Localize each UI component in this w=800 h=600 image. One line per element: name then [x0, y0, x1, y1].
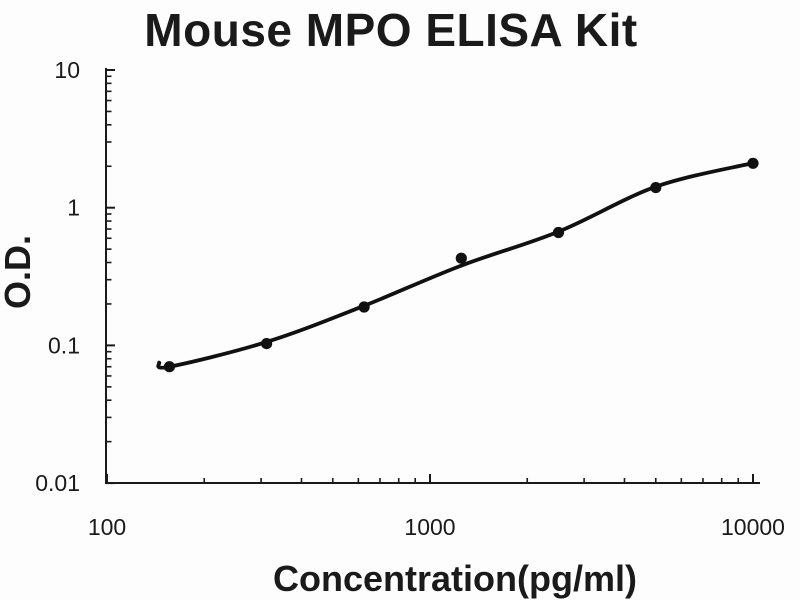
- data-point-marker: [261, 338, 273, 350]
- y-tick-label: 10: [54, 57, 80, 83]
- fit-curve-layer: [156, 161, 755, 370]
- data-point-layer: [163, 157, 759, 373]
- fit-curve-path: [156, 161, 755, 370]
- data-point-marker: [455, 252, 467, 264]
- x-tick-label: 10000: [721, 514, 785, 540]
- x-tick-label: 1000: [404, 514, 455, 540]
- data-point-marker: [358, 301, 370, 313]
- y-tick-label: 1: [67, 195, 80, 221]
- chart-title: Mouse MPO ELISA Kit: [144, 4, 637, 56]
- y-tick-label: 0.1: [48, 332, 80, 358]
- data-point-marker: [163, 361, 175, 373]
- data-point-marker: [747, 157, 759, 169]
- data-point-marker: [650, 182, 662, 194]
- axes: 100 1000 10000 10 1 0.1 0.01: [35, 57, 785, 540]
- y-tick-label: 0.01: [35, 470, 80, 496]
- x-tick-label: 100: [88, 514, 126, 540]
- data-point-marker: [552, 226, 565, 239]
- x-axis-title: Concentration(pg/ml): [273, 558, 637, 599]
- y-axis-title: O.D.: [0, 235, 38, 309]
